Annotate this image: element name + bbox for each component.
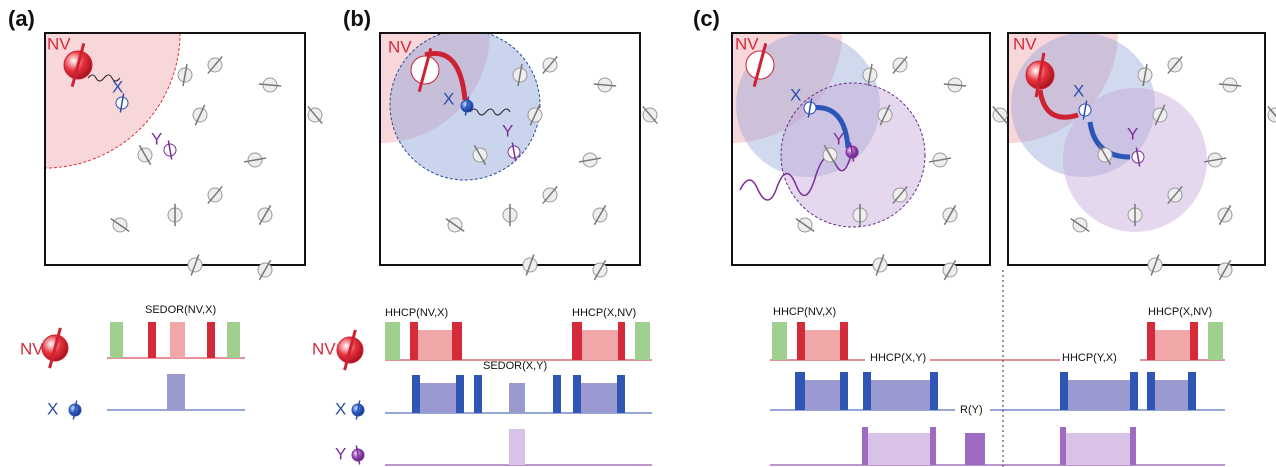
spin-label: NV <box>388 37 412 56</box>
pulse-label: HHCP(Y,X) <box>1062 352 1117 364</box>
pulse <box>1155 380 1188 410</box>
spin-arrow <box>1219 84 1241 86</box>
pulse <box>930 372 938 410</box>
pulse <box>418 330 452 360</box>
spin-label: NV <box>1013 34 1037 53</box>
row-label: Y <box>335 444 346 463</box>
pulse <box>573 375 581 413</box>
pulse <box>1066 433 1130 465</box>
pulse <box>635 322 650 360</box>
pulse-label: HHCP(X,Y) <box>870 352 926 364</box>
row-label: X <box>335 399 346 418</box>
scene-b <box>270 0 540 180</box>
pulse <box>1190 322 1198 360</box>
pulse-label: R(Y) <box>960 404 983 416</box>
pulse <box>227 322 240 358</box>
pulse <box>207 322 215 358</box>
spin-label: X <box>1073 81 1084 100</box>
spin-label: X <box>112 77 123 96</box>
pulse <box>509 429 525 465</box>
pulse <box>581 383 617 413</box>
pulse <box>1068 380 1130 410</box>
pulse <box>772 322 787 360</box>
pulse <box>1130 372 1138 410</box>
pulse <box>1130 427 1136 465</box>
pulse <box>110 322 123 358</box>
pulse <box>553 375 561 413</box>
spin-arrow <box>944 84 966 86</box>
row-label: NV <box>312 339 336 358</box>
pulse <box>167 374 185 410</box>
pulse <box>1147 322 1155 360</box>
pulse <box>840 322 848 360</box>
spin-arrow <box>594 84 616 86</box>
pulse-label: HHCP(X,NV) <box>572 307 636 319</box>
pulse <box>805 330 840 360</box>
pulse <box>582 330 618 360</box>
pulse <box>965 433 985 465</box>
pulse <box>420 383 456 413</box>
spin-arrow <box>259 84 281 86</box>
pulse <box>385 322 400 360</box>
pulse-label: SEDOR(X,Y) <box>483 360 547 372</box>
pulse-label: HHCP(X,NV) <box>1148 306 1212 318</box>
pulse <box>797 322 805 360</box>
spin-label: NV <box>47 34 71 53</box>
pulse <box>170 322 185 358</box>
pulse <box>805 380 840 410</box>
pulse-sequences <box>107 322 1225 465</box>
pulse <box>1060 427 1066 465</box>
pulse <box>452 322 462 360</box>
panel-label: (a) <box>8 6 35 31</box>
panel-label: (c) <box>693 6 720 31</box>
pulse <box>1147 372 1155 410</box>
spin-label: NV <box>735 34 759 53</box>
pulse <box>871 380 930 410</box>
pulse <box>1155 330 1190 360</box>
pulse <box>410 322 418 360</box>
spin-label: Y <box>502 121 513 140</box>
row-label: NV <box>20 339 44 358</box>
pulse <box>456 375 464 413</box>
pulse <box>618 322 625 360</box>
pulse <box>1208 322 1223 360</box>
pulse <box>930 427 936 465</box>
spin-label: Y <box>151 129 162 148</box>
pulse-label: HHCP(NV,X) <box>773 306 836 318</box>
row-label: X <box>47 399 58 418</box>
pulse <box>148 322 156 358</box>
pulse <box>412 375 420 413</box>
figure: (a) (b) (c) NV X Y NV X Y <box>0 0 1276 467</box>
pulse <box>862 427 868 465</box>
panel-label: (b) <box>343 6 371 31</box>
pulse <box>617 375 625 413</box>
pulse <box>840 372 848 410</box>
spin-label: Y <box>1127 124 1138 143</box>
pulse <box>1188 372 1196 410</box>
pulse <box>863 372 871 410</box>
pulse <box>572 322 582 360</box>
pulse <box>795 372 805 410</box>
pulse-label: HHCP(NV,X) <box>385 307 448 319</box>
spin-label: X <box>443 89 454 108</box>
pulse <box>474 375 482 413</box>
pulse <box>868 433 930 465</box>
spin-label: Y <box>833 129 844 148</box>
pulse <box>509 383 525 413</box>
spin-label: X <box>790 85 801 104</box>
pulse <box>1060 372 1068 410</box>
pulse-label: SEDOR(NV,X) <box>145 304 216 316</box>
